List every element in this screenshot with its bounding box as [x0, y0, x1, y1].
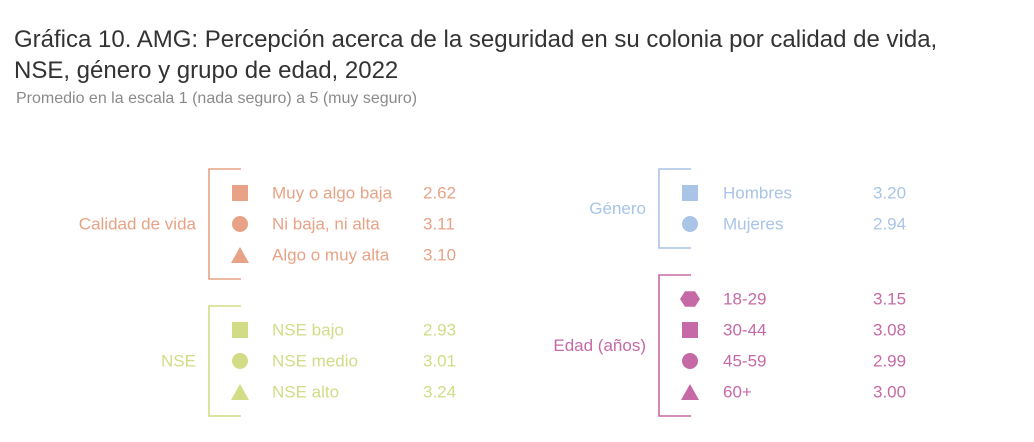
marker-hexagon-3-0 — [680, 291, 700, 307]
item-label-3-2: 45-59 — [723, 352, 766, 371]
item-value-0-0: 2.62 — [423, 184, 456, 203]
item-label-2-1: Mujeres — [723, 215, 783, 234]
marker-circle-3-2 — [682, 353, 698, 369]
item-label-1-2: NSE alto — [272, 383, 339, 402]
marker-square-3-1 — [682, 322, 698, 338]
group-bracket-2 — [658, 168, 691, 249]
chart-title-line-2: NSE, género y grupo de edad, 2022 — [14, 57, 399, 84]
item-value-3-1: 3.08 — [873, 321, 906, 340]
item-label-0-0: Muy o algo baja — [272, 184, 393, 203]
marker-square-0-0 — [232, 185, 248, 201]
chart-title: Gráfica 10. AMG: Percepción acerca de la… — [14, 24, 1014, 86]
item-value-2-0: 3.20 — [873, 184, 906, 203]
marker-square-2-0 — [682, 185, 698, 201]
group-bracket-0 — [208, 168, 241, 280]
marker-circle-2-1 — [682, 216, 698, 232]
marker-triangle-1-2 — [231, 384, 249, 400]
item-label-1-0: NSE bajo — [272, 321, 344, 340]
item-label-3-1: 30-44 — [723, 321, 766, 340]
item-value-0-2: 3.10 — [423, 246, 456, 265]
marker-circle-0-1 — [232, 216, 248, 232]
item-value-1-1: 3.01 — [423, 352, 456, 371]
group-label-2: Género — [589, 199, 646, 218]
item-value-3-2: 2.99 — [873, 352, 906, 371]
item-label-0-2: Algo o muy alta — [272, 246, 390, 265]
group-label-1: NSE — [161, 352, 196, 371]
item-label-1-1: NSE medio — [272, 352, 358, 371]
chart-title-line-1: Gráfica 10. AMG: Percepción acerca de la… — [14, 26, 938, 53]
group-bracket-3 — [658, 274, 691, 417]
item-value-1-0: 2.93 — [423, 321, 456, 340]
item-label-2-0: Hombres — [723, 184, 792, 203]
item-label-3-0: 18-29 — [723, 290, 766, 309]
item-value-2-1: 2.94 — [873, 215, 906, 234]
marker-square-1-0 — [232, 322, 248, 338]
item-value-3-3: 3.00 — [873, 383, 906, 402]
marker-circle-1-1 — [232, 353, 248, 369]
group-bracket-1 — [208, 305, 241, 417]
group-label-0: Calidad de vida — [79, 215, 197, 234]
chart-subtitle: Promedio en la escala 1 (nada seguro) a … — [16, 90, 418, 107]
item-value-3-0: 3.15 — [873, 290, 906, 309]
marker-triangle-3-3 — [681, 384, 699, 400]
item-label-0-1: Ni baja, ni alta — [272, 215, 380, 234]
group-label-3: Edad (años) — [553, 336, 646, 355]
item-value-0-1: 3.11 — [423, 215, 455, 234]
marker-triangle-0-2 — [231, 247, 249, 263]
item-value-1-2: 3.24 — [423, 383, 456, 402]
item-label-3-3: 60+ — [723, 383, 752, 402]
